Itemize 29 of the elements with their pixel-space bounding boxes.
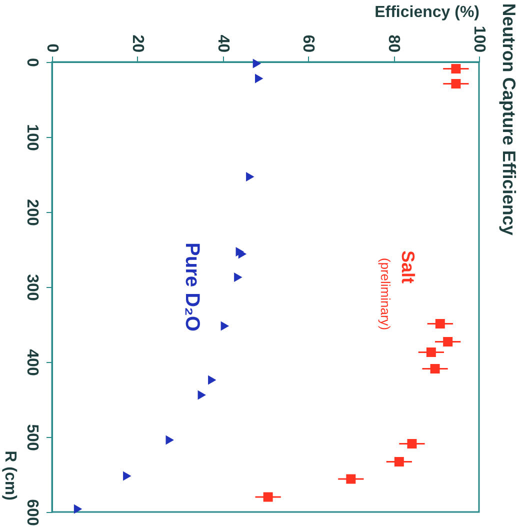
point bbox=[208, 375, 216, 385]
y-tick-label: 600 bbox=[24, 499, 40, 526]
x-tick-label: 60 bbox=[300, 34, 317, 53]
point bbox=[166, 435, 174, 445]
point bbox=[254, 74, 264, 84]
x-tick-label: 20 bbox=[128, 34, 146, 53]
y-tick-label: 300 bbox=[24, 274, 40, 301]
point bbox=[234, 272, 242, 282]
point bbox=[246, 172, 254, 182]
y-axis-title: R (cm) bbox=[2, 450, 18, 500]
x-tick-label: 100 bbox=[470, 26, 488, 53]
point bbox=[220, 321, 230, 331]
x-tick-label: 80 bbox=[385, 34, 402, 53]
point bbox=[198, 390, 206, 400]
y-tick-label: 0 bbox=[24, 58, 40, 68]
point bbox=[74, 504, 82, 514]
text: Neutron Capture Efficiency bbox=[499, 3, 519, 236]
x-tick-label: 0 bbox=[44, 44, 60, 53]
text: Salt bbox=[398, 250, 418, 284]
x-axis-title: Efficiency (%) bbox=[374, 4, 480, 21]
point bbox=[252, 58, 262, 68]
y-tick-label: 100 bbox=[24, 124, 40, 151]
annotation: (preliminary) bbox=[378, 258, 393, 330]
y-tick-label: 500 bbox=[24, 424, 40, 451]
x-tick-label: 40 bbox=[214, 34, 232, 53]
y-tick-label: 200 bbox=[24, 199, 40, 226]
point bbox=[123, 471, 132, 481]
y-tick-label: 400 bbox=[24, 349, 40, 376]
text: Pure D₂O bbox=[181, 242, 203, 332]
